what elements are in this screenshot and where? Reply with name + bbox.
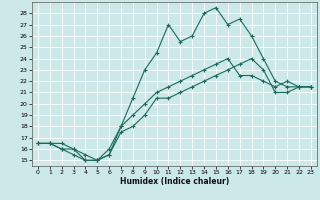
X-axis label: Humidex (Indice chaleur): Humidex (Indice chaleur) <box>120 177 229 186</box>
